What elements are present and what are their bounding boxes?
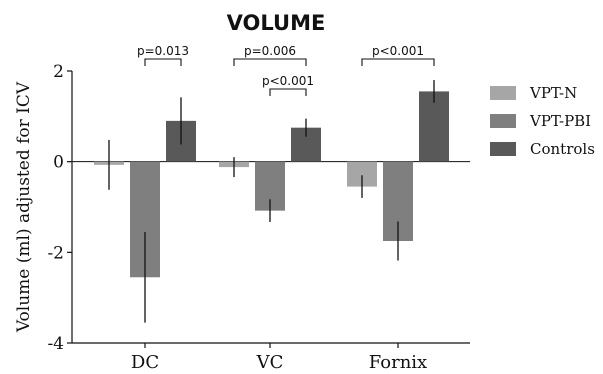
significance-label: p<0.001 <box>262 74 314 88</box>
x-tick-label: Fornix <box>369 352 427 373</box>
y-tick-label: 0 <box>53 153 64 173</box>
y-axis-label: Volume (ml) adjusted for ICV <box>14 81 34 333</box>
legend-swatch <box>490 114 516 128</box>
significance-label: p=0.013 <box>137 44 189 58</box>
legend-label: Controls <box>530 140 595 158</box>
significance-bracket <box>361 58 435 66</box>
y-tick-label: -4 <box>47 334 64 354</box>
legend-swatch <box>490 86 516 100</box>
significance-bracket <box>233 58 307 66</box>
significance-label: p=0.006 <box>244 44 296 58</box>
y-tick-label: -2 <box>47 243 64 263</box>
y-tick-label: 2 <box>53 62 64 82</box>
x-tick-label: VC <box>256 352 284 373</box>
legend: VPT-N VPT-PBI Controls <box>490 84 595 158</box>
significance-label: p<0.001 <box>372 44 424 58</box>
significance-bracket <box>269 88 307 96</box>
significance-bracket <box>144 58 182 66</box>
legend-label: VPT-PBI <box>529 112 591 130</box>
plot-area: 2 0 -2 -4 DC VC Fornix p=0.013 p=0.006 p<0.001 p<0… <box>47 44 470 373</box>
legend-label: VPT-N <box>529 84 577 102</box>
chart-title: VOLUME <box>227 11 326 35</box>
bar <box>419 91 449 162</box>
x-tick-label: DC <box>131 352 159 373</box>
legend-swatch <box>490 142 516 156</box>
